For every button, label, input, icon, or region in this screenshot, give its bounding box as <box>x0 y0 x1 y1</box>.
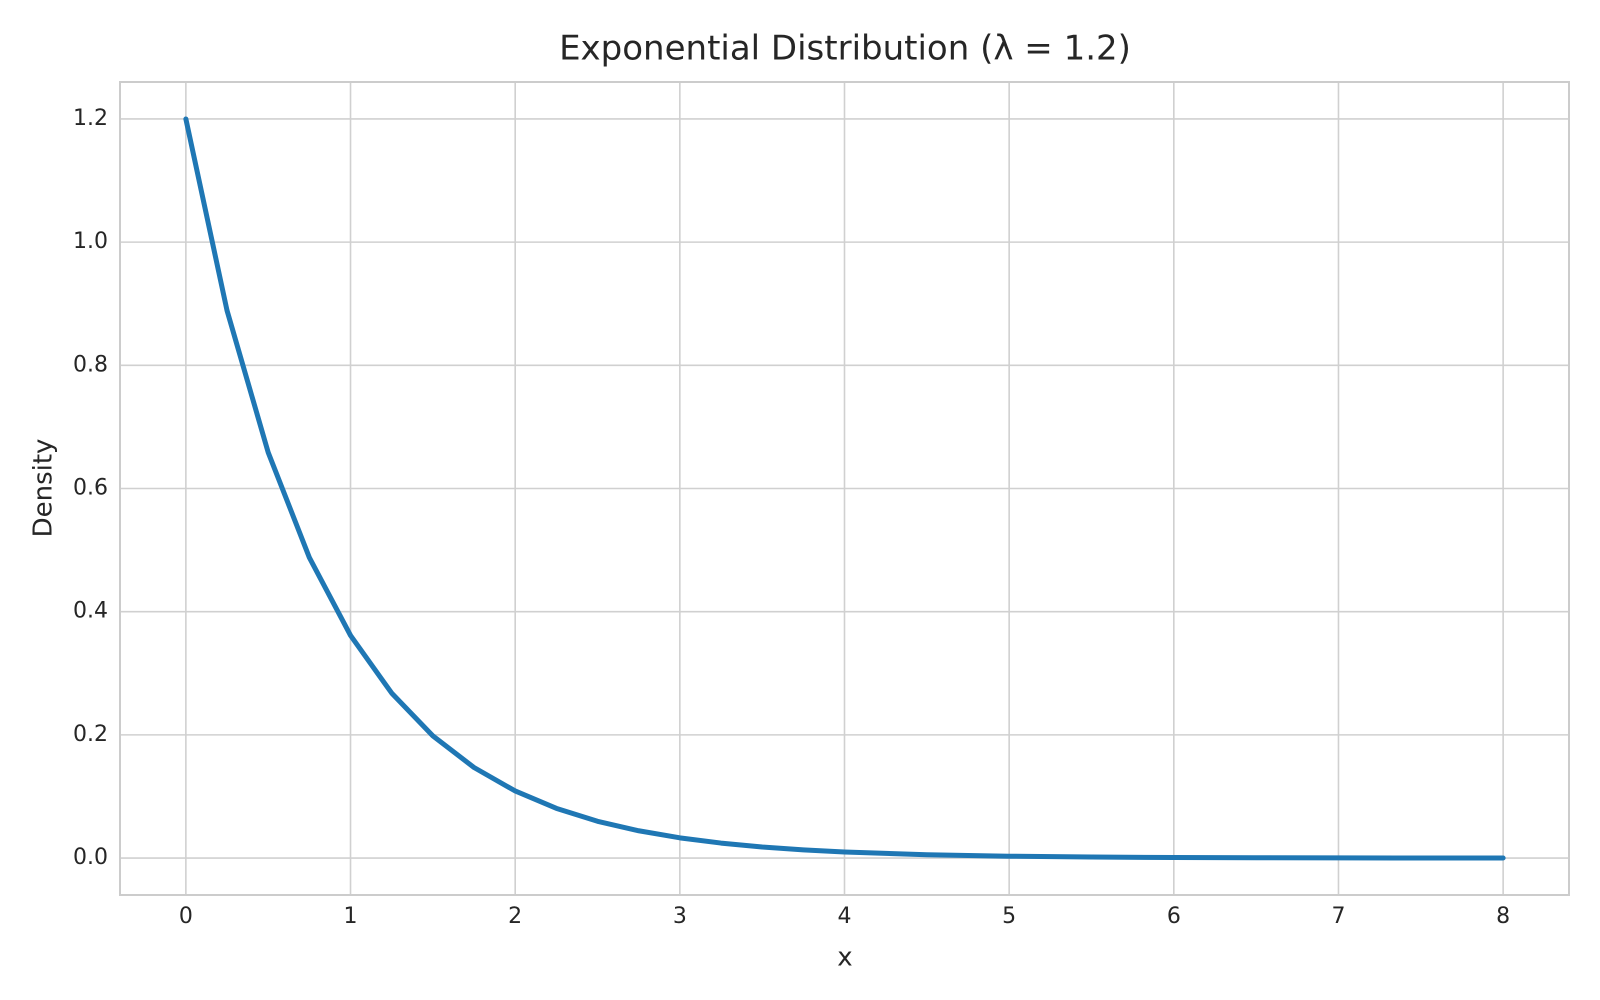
x-tick-label: 0 <box>179 904 193 929</box>
x-tick-label: 5 <box>1002 904 1016 929</box>
y-tick-label: 0.2 <box>73 722 108 747</box>
x-tick-label: 7 <box>1331 904 1345 929</box>
x-tick-label: 2 <box>508 904 522 929</box>
x-axis-label: x <box>837 943 852 973</box>
y-tick-label: 1.2 <box>73 106 108 131</box>
chart-title: Exponential Distribution (λ = 1.2) <box>559 29 1131 69</box>
x-tick-label: 3 <box>673 904 687 929</box>
plot-frame <box>119 81 1570 896</box>
y-tick-label: 0.4 <box>73 599 108 624</box>
y-tick-label: 1.0 <box>73 229 108 254</box>
line <box>183 116 1506 861</box>
x-tick-label: 6 <box>1167 904 1181 929</box>
y-tick-label: 0.8 <box>73 352 108 377</box>
y-tick-label: 0.6 <box>73 476 108 501</box>
y-tick-label: 0.0 <box>73 845 108 870</box>
x-tick-label: 8 <box>1496 904 1510 929</box>
y-axis-label: Density <box>29 439 59 538</box>
x-tick-label: 1 <box>344 904 358 929</box>
x-tick-label: 4 <box>838 904 852 929</box>
